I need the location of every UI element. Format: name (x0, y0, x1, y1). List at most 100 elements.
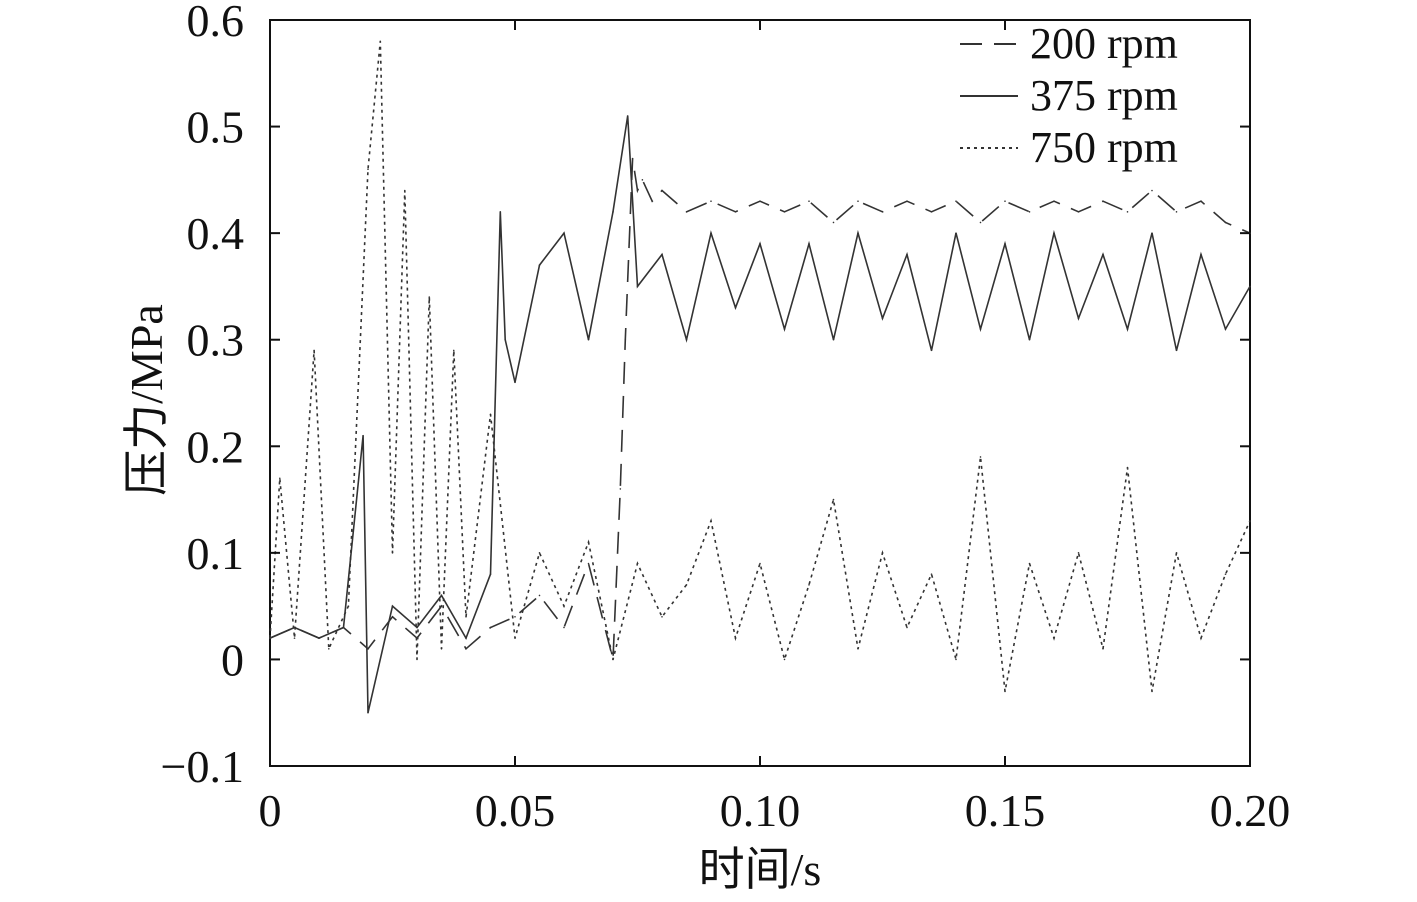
data-point (881, 317, 884, 320)
data-point (857, 647, 859, 650)
x-tick-label: 0.10 (720, 785, 801, 836)
data-point (514, 637, 516, 639)
data-point (514, 616, 516, 618)
legend-label: 200 rpm (1030, 19, 1178, 68)
data-point (955, 200, 957, 202)
data-point (428, 296, 431, 298)
data-point (1175, 552, 1178, 554)
data-point (293, 637, 296, 639)
data-point (1200, 200, 1202, 202)
data-point (499, 211, 502, 213)
data-point (881, 211, 884, 213)
data-point (808, 243, 810, 245)
data-point (563, 605, 565, 607)
data-point (538, 552, 541, 554)
data-point (759, 200, 761, 202)
data-point (279, 477, 281, 480)
data-point (710, 520, 712, 522)
data-point (1249, 520, 1251, 522)
data-point (318, 637, 320, 639)
data-point (651, 200, 653, 202)
data-point (1224, 328, 1227, 330)
data-point (313, 349, 315, 352)
data-point (641, 179, 644, 181)
data-point (587, 562, 590, 565)
data-point (1028, 562, 1031, 565)
data-point (563, 232, 565, 234)
y-tick-label: 0.6 (187, 0, 245, 46)
data-point (1102, 200, 1104, 202)
data-point (347, 605, 350, 607)
data-point (734, 211, 737, 213)
data-point (465, 647, 467, 650)
data-point (685, 338, 688, 341)
data-point (1102, 253, 1104, 256)
data-point (465, 637, 467, 639)
y-tick-label: −0.1 (161, 741, 244, 792)
data-point (1200, 637, 1202, 639)
data-point (685, 584, 688, 586)
y-tick-label: 0 (221, 634, 244, 685)
data-point (538, 264, 541, 266)
data-point (1151, 232, 1153, 234)
data-point (416, 626, 418, 629)
data-point (391, 605, 394, 607)
x-tick-label: 0.05 (475, 785, 556, 836)
data-point (636, 189, 639, 192)
data-point (1126, 466, 1129, 469)
data-point (624, 338, 627, 341)
axis-ticks: 0 0.05 0.10 0.15 0.20 −0.1 0 0.1 0.2 0.3 0.4 0.5 0.6 (161, 0, 1291, 836)
data-point (1102, 647, 1104, 650)
data-point (881, 552, 884, 554)
data-point (759, 562, 761, 565)
data-point (612, 211, 614, 213)
data-point (1004, 243, 1006, 245)
data-point (269, 637, 271, 639)
y-tick-label: 0.4 (187, 208, 245, 259)
data-point (979, 221, 982, 224)
data-point (403, 189, 406, 192)
data-point (734, 637, 737, 639)
data-point (661, 253, 663, 256)
data-point (955, 658, 957, 661)
data-point (1028, 211, 1031, 213)
y-tick-label: 0.5 (187, 102, 245, 153)
data-point (504, 338, 507, 341)
series-lines (269, 40, 1251, 714)
data-point (783, 328, 786, 330)
data-point (857, 200, 859, 202)
y-axis-label: 压力/MPa (121, 304, 172, 496)
data-point (661, 189, 663, 192)
data-point (440, 605, 443, 607)
data-point (563, 626, 565, 629)
x-tick-label: 0 (259, 785, 282, 836)
data-point (440, 647, 443, 650)
data-point (1126, 211, 1129, 213)
data-point (1077, 317, 1080, 320)
data-point (1077, 552, 1080, 554)
data-point (832, 498, 835, 501)
data-point (440, 594, 443, 597)
data-point (342, 626, 345, 629)
y-tick-label: 0.2 (187, 421, 245, 472)
x-tick-label: 0.20 (1210, 785, 1291, 836)
data-point (1151, 690, 1153, 693)
data-point (631, 157, 634, 160)
data-point (362, 434, 364, 437)
data-point (930, 211, 933, 213)
data-point (465, 616, 467, 618)
data-point (1053, 232, 1055, 234)
data-point (1175, 349, 1178, 352)
data-point (783, 658, 786, 661)
data-point (619, 488, 622, 490)
data-point (930, 573, 933, 575)
y-tick-label: 0.1 (187, 528, 245, 579)
data-point (367, 711, 369, 714)
data-point (489, 626, 492, 629)
data-point (391, 616, 394, 618)
data-point (379, 40, 382, 43)
x-tick-label: 0.15 (965, 785, 1046, 836)
data-point (587, 338, 590, 341)
data-point (1077, 211, 1080, 213)
